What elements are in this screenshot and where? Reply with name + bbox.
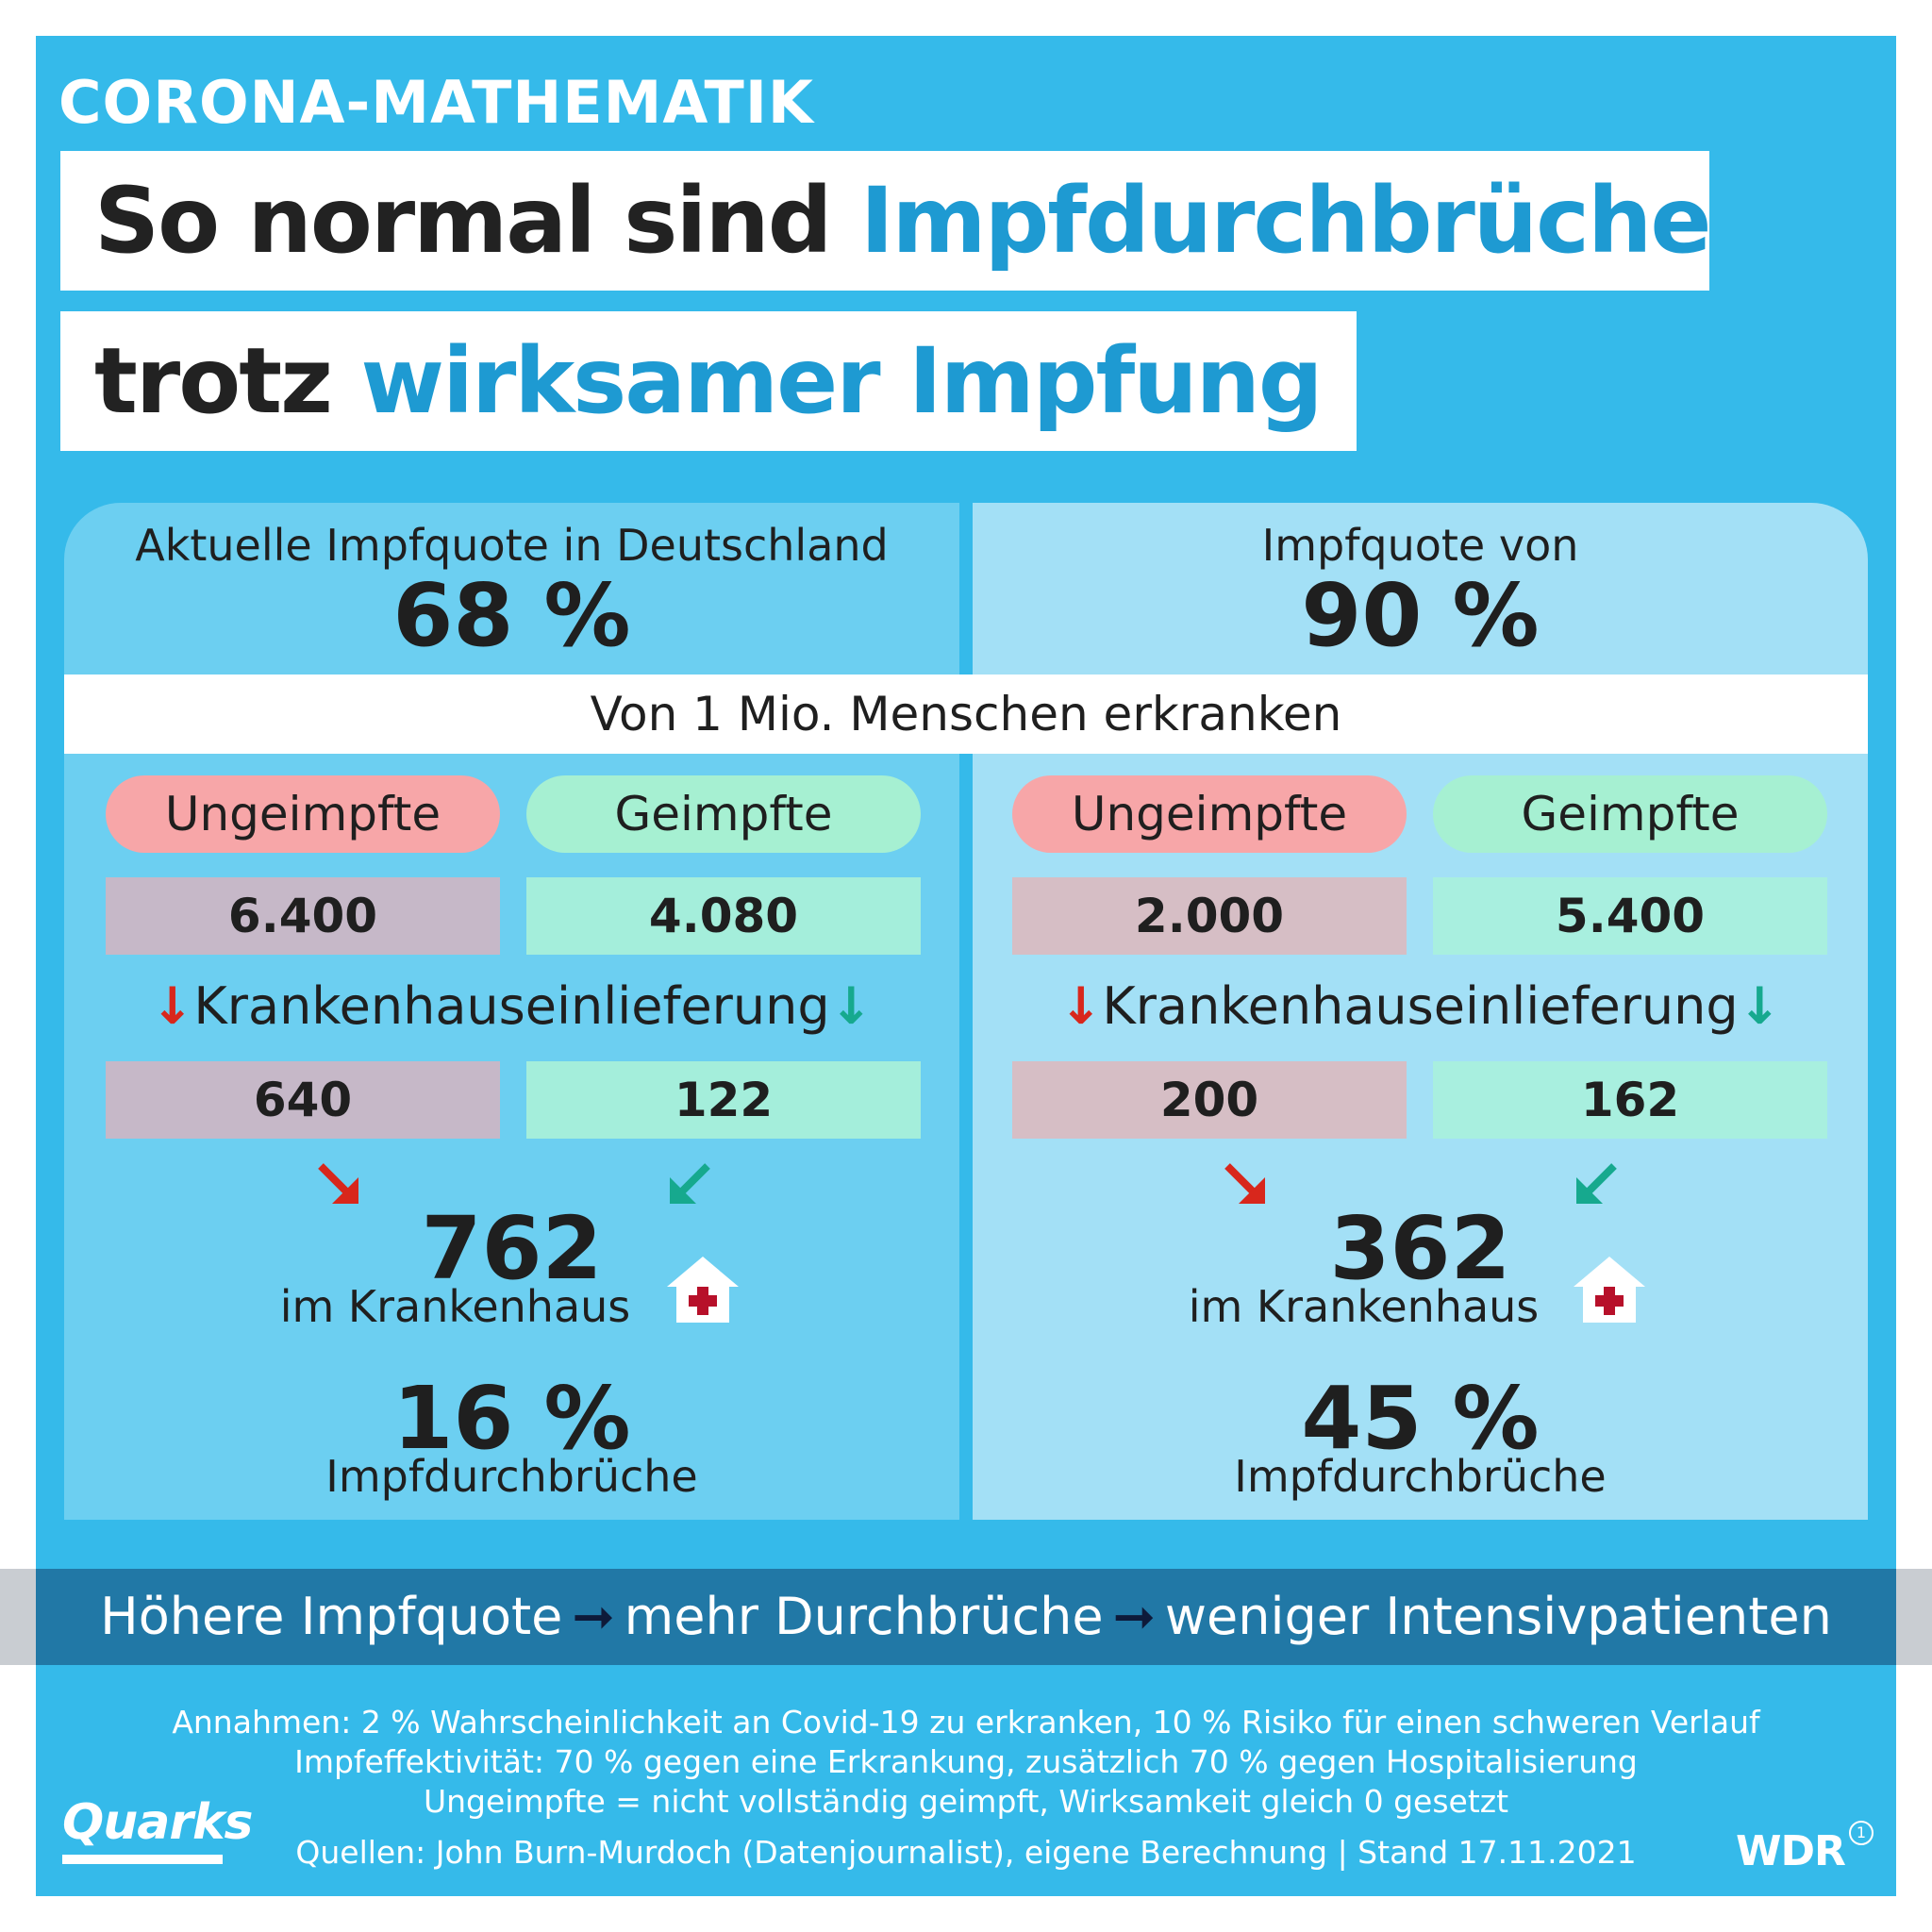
- hospital-total: 762: [421, 1198, 603, 1299]
- panel-label: Aktuelle Impfquote in Deutschland: [135, 520, 889, 571]
- sick-vaccinated-value: 4.080: [526, 877, 921, 955]
- hospital-total-label: im Krankenhaus: [1188, 1281, 1540, 1332]
- unvaccinated-pill: Ungeimpfte: [1012, 775, 1407, 853]
- arrow-down-red-icon: ↓: [151, 976, 194, 1036]
- quarks-logo-bar: [62, 1855, 223, 1864]
- hosp-unvaccinated-value: 640: [106, 1061, 500, 1139]
- hospital-row: ↓Krankenhauseinlieferung↓: [64, 974, 959, 1040]
- arrow-down-green-icon: ↓: [829, 976, 873, 1036]
- panel-current-rate: Aktuelle Impfquote in Deutschland 68 %: [64, 503, 959, 1520]
- arrow-down-left-green-icon: [1576, 1163, 1617, 1204]
- left-content: Ungeimpfte Geimpfte 6.400 4.080 ↓Kranken…: [64, 0, 959, 1932]
- hosp-unvaccinated-value: 200: [1012, 1061, 1407, 1139]
- arrow-down-left-green-icon: [670, 1163, 710, 1204]
- note-assumptions: Annahmen: 2 % Wahrscheinlichkeit an Covi…: [172, 1704, 1760, 1740]
- panel-hypothetical-rate: Impfquote von 90 %: [973, 503, 1868, 1520]
- right-content: Ungeimpfte Geimpfte 2.000 5.400 ↓Kranken…: [973, 0, 1868, 1932]
- title-line-1-highlight: Impfdurchbrüche: [859, 168, 1712, 274]
- arrow-down-red-icon: ↓: [1059, 976, 1103, 1036]
- sick-unvaccinated-value: 2.000: [1012, 877, 1407, 955]
- hospital-label: Krankenhauseinlieferung: [1102, 976, 1739, 1036]
- hospital-total: 362: [1329, 1198, 1511, 1299]
- footnotes: Annahmen: 2 % Wahrscheinlichkeit an Covi…: [0, 1703, 1932, 1873]
- arrow-down-right-red-icon: [1224, 1163, 1265, 1204]
- vaccination-rate: 68 %: [392, 565, 631, 666]
- arrow-right-icon: ➞: [1112, 1587, 1156, 1646]
- breakthrough-label: Impfdurchbrüche: [1234, 1451, 1607, 1502]
- conclusion-part-1: Höhere Impfquote: [100, 1587, 563, 1646]
- title-line-2-highlight: wirksamer Impfung: [360, 328, 1323, 434]
- arrow-right-icon: ➞: [572, 1587, 615, 1646]
- note-effectiveness: Impfeffektivität: 70 % gegen eine Erkran…: [294, 1743, 1638, 1780]
- conclusion-part-3: weniger Intensivpatienten: [1164, 1587, 1832, 1646]
- hospital-label: Krankenhauseinlieferung: [193, 976, 830, 1036]
- sick-vaccinated-value: 5.400: [1433, 877, 1827, 955]
- hospital-total-label: im Krankenhaus: [279, 1281, 631, 1332]
- note-definition: Ungeimpfte = nicht vollständig geimpft, …: [423, 1783, 1509, 1820]
- section-band: Von 1 Mio. Menschen erkranken: [64, 675, 1868, 754]
- arrow-down-right-red-icon: [318, 1163, 358, 1204]
- panel-label: Impfquote von: [1261, 520, 1579, 571]
- conclusion-band: Höhere Impfquote ➞ mehr Durchbrüche ➞ wenige…: [0, 1569, 1932, 1665]
- sources: Quellen: John Burn-Murdoch (Datenjournal…: [295, 1834, 1637, 1871]
- breakthrough-label: Impfdurchbrüche: [325, 1451, 698, 1502]
- hospital-house-icon: [1574, 1257, 1645, 1323]
- title-line-1: So normal sind Impfdurchbrüche: [60, 151, 1712, 291]
- breakthrough-percent: 45 %: [1301, 1368, 1540, 1469]
- conclusion-text: Höhere Impfquote ➞ mehr Durchbrüche ➞ wenige…: [0, 1569, 1932, 1665]
- vaccination-rate: 90 %: [1301, 565, 1540, 666]
- vaccinated-pill: Geimpfte: [526, 775, 921, 853]
- title-line-2-dark: trotz: [94, 328, 361, 434]
- hospital-row: ↓Krankenhauseinlieferung↓: [973, 974, 1868, 1040]
- hosp-vaccinated-value: 162: [1433, 1061, 1827, 1139]
- title-line-2: trotz wirksamer Impfung: [60, 311, 1357, 451]
- conclusion-part-2: mehr Durchbrüche: [624, 1587, 1104, 1646]
- unvaccinated-pill: Ungeimpfte: [106, 775, 500, 853]
- wdr-logo: WDR: [1736, 1827, 1846, 1875]
- arrow-down-green-icon: ↓: [1738, 976, 1781, 1036]
- kicker: CORONA-MATHEMATIK: [58, 68, 814, 137]
- breakthrough-percent: 16 %: [392, 1368, 631, 1469]
- sick-unvaccinated-value: 6.400: [106, 877, 500, 955]
- quarks-logo: Quarks: [62, 1794, 253, 1851]
- title-line-1-dark: So normal sind: [94, 168, 860, 274]
- vaccinated-pill: Geimpfte: [1433, 775, 1827, 853]
- hospital-house-icon: [667, 1257, 739, 1323]
- wdr-logo-mark: 1: [1849, 1821, 1874, 1845]
- hosp-vaccinated-value: 122: [526, 1061, 921, 1139]
